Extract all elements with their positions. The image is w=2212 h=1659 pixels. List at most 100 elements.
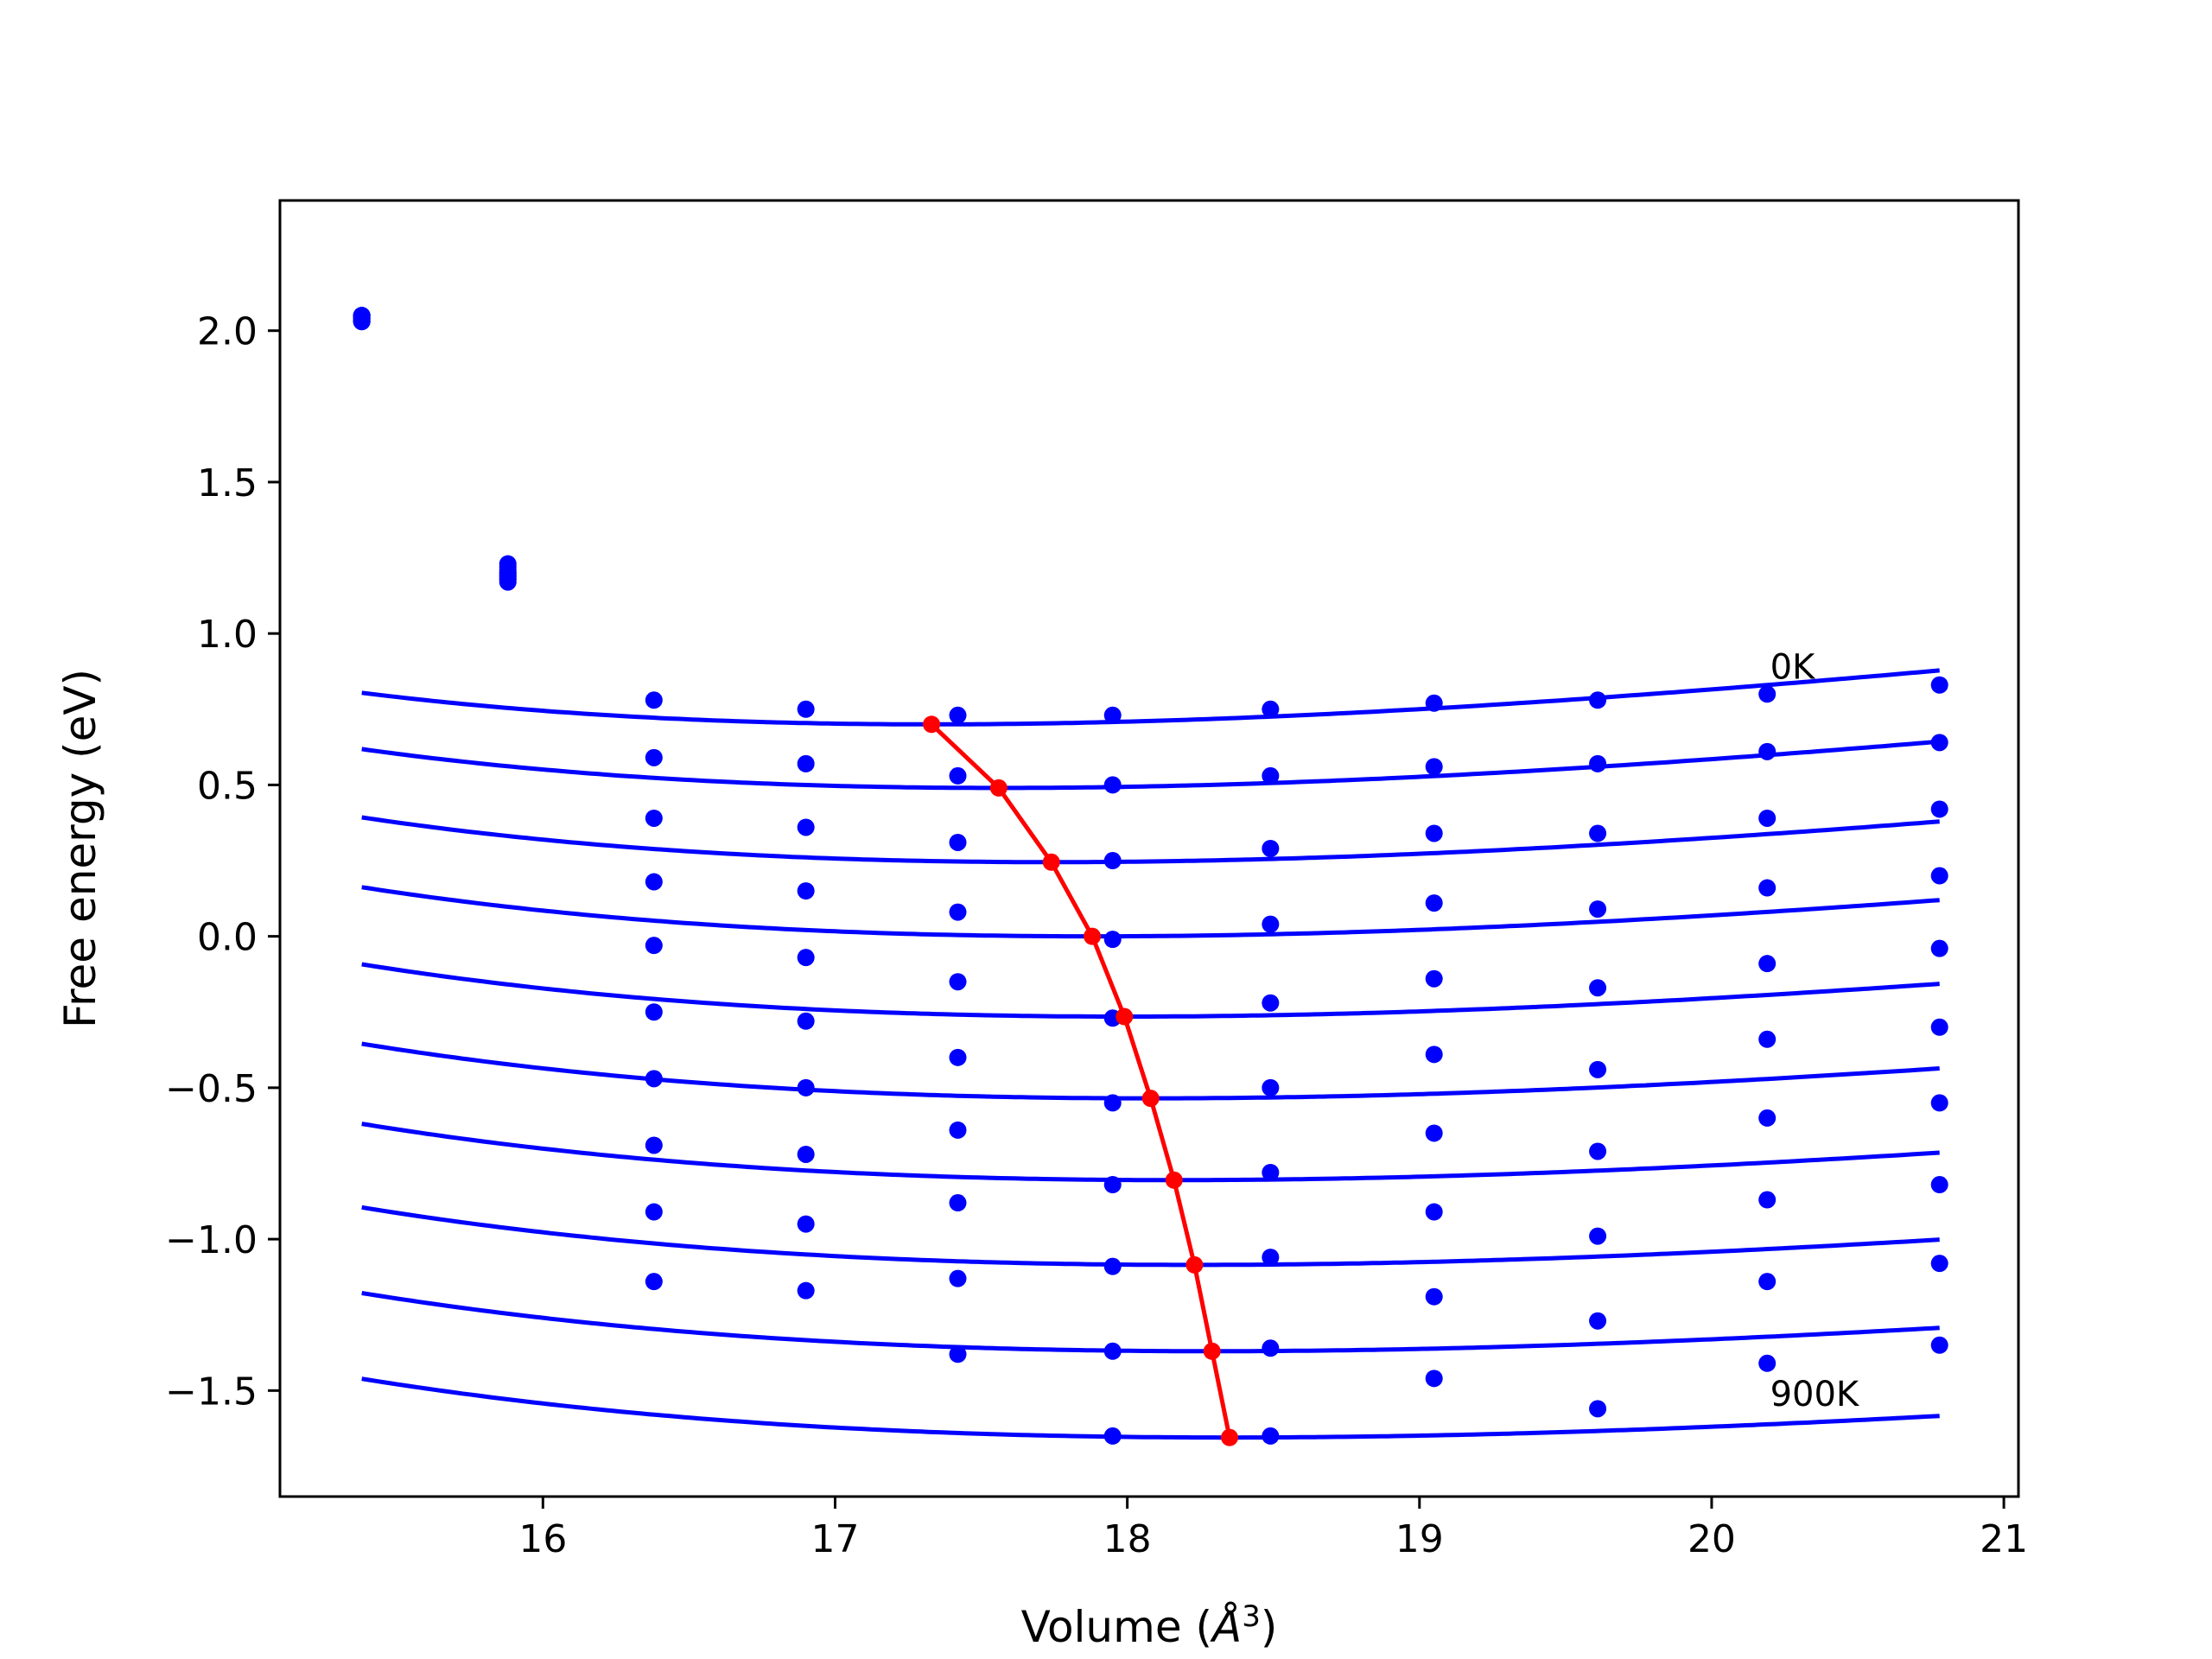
data-point-500K — [949, 1048, 967, 1066]
data-point-400K — [1589, 979, 1607, 997]
data-point-100K — [1103, 776, 1122, 794]
minima-point — [1203, 1342, 1221, 1360]
fit-curve-900K — [361, 1376, 1940, 1440]
data-point-400K — [797, 949, 815, 967]
data-point-600K — [645, 1070, 663, 1088]
fit-curve-0K — [361, 668, 1940, 727]
data-point-0K — [949, 706, 967, 724]
data-point-700K — [1758, 1191, 1777, 1209]
fit-curve-200K — [361, 815, 1940, 865]
data-point-0K — [1262, 700, 1280, 718]
data-point-800K — [1930, 1255, 1948, 1273]
x-axis-label-close: ) — [1261, 1602, 1278, 1652]
minima-line — [930, 722, 1232, 1439]
data-point-600K — [1103, 1176, 1122, 1194]
fit-curve-700K — [361, 1205, 1940, 1268]
data-point-200K — [797, 818, 815, 836]
minima-point — [1116, 1007, 1134, 1026]
data-point-900K — [1758, 1354, 1777, 1372]
data-point-900K — [1262, 1427, 1280, 1445]
data-point-0K — [645, 691, 663, 709]
data-point-100K — [1589, 754, 1607, 772]
data-point-600K — [949, 1121, 967, 1139]
y-tick-label: −1.0 — [165, 1218, 257, 1262]
data-point-200K — [949, 833, 967, 851]
data-point-700K — [797, 1145, 815, 1163]
data-point-300K — [1262, 915, 1280, 933]
data-point-300K — [797, 882, 815, 900]
x-tick-label: 20 — [1688, 1517, 1736, 1561]
data-point-800K — [1103, 1342, 1122, 1360]
minima-point — [1185, 1255, 1204, 1274]
plot-frame — [278, 199, 2020, 1498]
data-point-800K — [949, 1269, 967, 1287]
y-tick-label: 2.0 — [197, 310, 257, 354]
data-point-600K — [797, 1078, 815, 1096]
data-point-300K — [1103, 931, 1122, 949]
data-point-0K — [1103, 706, 1122, 724]
data-point-900K — [1930, 1336, 1948, 1354]
data-point-300K — [949, 903, 967, 921]
data-point-0K — [1589, 691, 1607, 709]
data-point-800K — [645, 1203, 663, 1221]
annotations: 0K 900K — [1770, 648, 1860, 1414]
data-point-300K — [1425, 894, 1443, 912]
data-point-400K — [645, 937, 663, 955]
plot-area — [353, 307, 1948, 1446]
minima-point — [1165, 1171, 1183, 1189]
data-point-200K — [645, 809, 663, 827]
data-point-900K — [499, 573, 517, 591]
data-point-700K — [1930, 1176, 1948, 1194]
minima-point — [1042, 853, 1060, 871]
data-point-500K — [1425, 1046, 1443, 1064]
data-point-700K — [1589, 1227, 1607, 1245]
fit-curve-400K — [361, 962, 1940, 1019]
annotation-label: 0K — [1770, 648, 1816, 688]
data-point-100K — [949, 766, 967, 785]
fit-curve-300K — [361, 885, 1940, 939]
data-point-200K — [1262, 840, 1280, 857]
data-point-500K — [797, 1012, 815, 1030]
data-point-500K — [1103, 1094, 1122, 1112]
data-point-500K — [1930, 1018, 1948, 1036]
y-tick-label: 0.5 — [197, 764, 257, 808]
annotation-label: 900K — [1770, 1375, 1860, 1414]
data-point-400K — [1758, 955, 1777, 973]
x-axis: 16 17 18 19 20 21 — [518, 1497, 2028, 1561]
data-point-0K — [1758, 685, 1777, 703]
data-point-900K — [797, 1281, 815, 1300]
data-point-0K — [1930, 676, 1948, 694]
y-tick-label: 0.0 — [197, 916, 257, 960]
data-point-800K — [1758, 1273, 1777, 1291]
x-axis-label-unit: Å — [1210, 1602, 1242, 1652]
data-point-100K — [797, 754, 815, 772]
data-point-200K — [1930, 800, 1948, 818]
data-point-600K — [1758, 1109, 1777, 1127]
data-point-900K — [1589, 1400, 1607, 1418]
data-point-300K — [1930, 867, 1948, 885]
data-point-0K — [797, 700, 815, 718]
data-point-400K — [1930, 939, 1948, 957]
data-point-200K — [1425, 824, 1443, 842]
y-axis: 2.0 1.5 1.0 0.5 0.0 −0.5 −1.0 −1.5 — [165, 310, 280, 1414]
data-point-700K — [1262, 1249, 1280, 1267]
data-point-800K — [1425, 1287, 1443, 1306]
data-point-0K — [1425, 694, 1443, 712]
y-tick-label: −0.5 — [165, 1067, 257, 1111]
x-tick-label: 18 — [1103, 1517, 1152, 1561]
fit-curve-800K — [361, 1291, 1940, 1354]
data-point-200K — [1589, 824, 1607, 842]
data-point-900K — [1103, 1427, 1122, 1445]
data-point-500K — [1758, 1030, 1777, 1048]
data-point-200K — [1103, 852, 1122, 870]
fit-curve-100K — [361, 739, 1940, 791]
minima-point — [1084, 927, 1102, 945]
x-tick-label: 21 — [1980, 1517, 2028, 1561]
data-point-800K — [1262, 1339, 1280, 1357]
data-point-700K — [645, 1136, 663, 1154]
data-point-100K — [1930, 734, 1948, 752]
data-point-100K — [1425, 758, 1443, 776]
data-point-400K — [949, 973, 967, 991]
